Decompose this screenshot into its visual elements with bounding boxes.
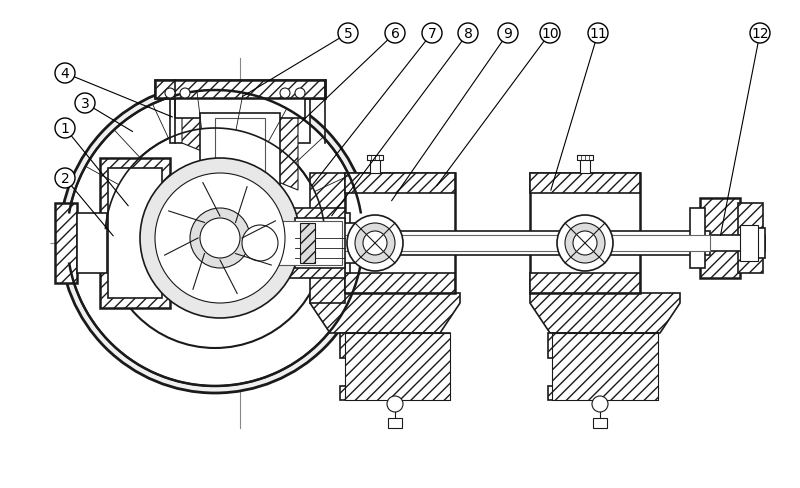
Circle shape (557, 216, 613, 271)
Bar (593, 418, 607, 428)
Polygon shape (170, 99, 310, 143)
Text: 12: 12 (751, 27, 769, 41)
Text: 11: 11 (589, 27, 607, 41)
Circle shape (55, 169, 75, 189)
Polygon shape (108, 169, 162, 298)
Bar (755, 228, 765, 259)
Circle shape (592, 396, 608, 412)
Circle shape (422, 24, 442, 44)
Bar (300, 224, 315, 264)
Text: 7: 7 (428, 27, 436, 41)
Circle shape (355, 224, 395, 264)
Bar (240, 236, 710, 251)
Text: 2: 2 (61, 172, 70, 185)
Bar (55, 203, 77, 284)
Circle shape (295, 89, 305, 99)
Circle shape (385, 24, 405, 44)
Circle shape (458, 24, 478, 44)
Text: 10: 10 (541, 27, 559, 41)
Circle shape (588, 24, 608, 44)
Bar (295, 219, 345, 268)
Bar (388, 418, 402, 428)
Bar (330, 224, 355, 264)
Bar (200, 114, 280, 199)
Text: 9: 9 (503, 27, 513, 41)
Polygon shape (182, 99, 298, 191)
Polygon shape (552, 333, 658, 400)
Bar (355, 356, 435, 388)
Bar (175, 97, 305, 119)
Bar (560, 356, 640, 388)
Text: 6: 6 (390, 27, 399, 41)
Bar (548, 333, 658, 358)
Bar (370, 159, 380, 174)
Bar (340, 333, 450, 358)
Circle shape (200, 219, 240, 259)
Bar (738, 203, 763, 273)
Circle shape (105, 129, 325, 348)
Circle shape (67, 91, 363, 386)
Circle shape (140, 159, 300, 318)
Circle shape (498, 24, 518, 44)
Circle shape (363, 231, 387, 256)
Circle shape (165, 89, 175, 99)
Bar (530, 174, 640, 194)
Circle shape (347, 216, 403, 271)
Circle shape (338, 24, 358, 44)
Circle shape (75, 94, 95, 114)
Bar (155, 81, 325, 99)
Bar (548, 386, 658, 400)
Bar (530, 174, 640, 293)
Bar (367, 156, 383, 161)
Circle shape (180, 89, 190, 99)
Circle shape (573, 231, 597, 256)
Bar (210, 194, 270, 203)
Bar (278, 222, 342, 265)
Bar (340, 386, 450, 400)
Bar (577, 156, 593, 161)
Circle shape (242, 225, 278, 262)
Bar (710, 236, 765, 251)
Text: 8: 8 (463, 27, 473, 41)
Circle shape (750, 24, 770, 44)
Bar (310, 174, 345, 304)
Circle shape (280, 89, 290, 99)
Bar (690, 208, 705, 268)
Bar (270, 214, 350, 273)
Text: 5: 5 (344, 27, 352, 41)
Text: 1: 1 (61, 122, 70, 136)
Polygon shape (345, 333, 450, 400)
Circle shape (60, 84, 370, 393)
Bar (345, 273, 455, 293)
Circle shape (540, 24, 560, 44)
Polygon shape (155, 81, 325, 99)
Bar (215, 119, 265, 199)
Polygon shape (100, 159, 170, 308)
Bar (240, 231, 710, 256)
Polygon shape (530, 293, 680, 333)
Bar (345, 174, 455, 194)
Circle shape (155, 174, 285, 304)
Circle shape (387, 396, 403, 412)
Circle shape (55, 64, 75, 84)
Bar (580, 159, 590, 174)
Circle shape (190, 208, 250, 268)
Bar (77, 214, 107, 273)
Circle shape (55, 119, 75, 139)
Polygon shape (310, 293, 460, 333)
Bar (345, 174, 455, 293)
Circle shape (565, 224, 605, 264)
Text: 3: 3 (81, 97, 90, 111)
Text: 4: 4 (61, 67, 70, 81)
Bar (740, 225, 758, 262)
Bar (290, 208, 345, 279)
Bar (530, 273, 640, 293)
Bar (700, 199, 740, 279)
